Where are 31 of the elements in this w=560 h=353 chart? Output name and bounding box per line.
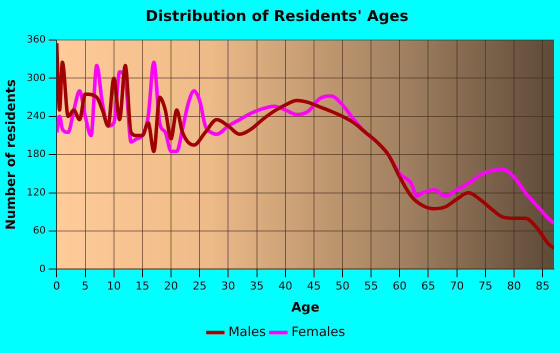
y-tick-label: 60 <box>32 226 46 237</box>
y-tick-label: 120 <box>26 187 46 198</box>
x-tick-label: 40 <box>278 280 292 293</box>
y-tick-label: 240 <box>26 110 46 122</box>
x-tick-label: 80 <box>506 280 521 293</box>
x-tick-label: 25 <box>192 280 207 293</box>
y-tick-label: 0 <box>39 264 46 275</box>
y-tick-label: 300 <box>26 72 46 84</box>
x-tick-label: 75 <box>478 280 492 293</box>
y-axis-title: Number of residents <box>4 79 20 230</box>
x-tick-label: 55 <box>364 280 378 293</box>
legend-label: Males <box>228 324 266 340</box>
x-axis-title: Age <box>291 300 320 316</box>
x-tick-label: 20 <box>164 280 178 293</box>
x-tick-label: 45 <box>306 280 321 293</box>
x-tick-label: 85 <box>536 280 550 293</box>
chart-title: Distribution of Residents' Ages <box>146 6 409 25</box>
x-tick-label: 60 <box>392 280 407 293</box>
legend-label: Females <box>291 324 346 340</box>
x-tick-label: 70 <box>450 280 464 293</box>
y-tick-label: 360 <box>26 34 46 46</box>
x-tick-label: 15 <box>135 280 150 293</box>
y-tick-label: 180 <box>26 149 46 160</box>
x-tick-label: 30 <box>221 280 236 293</box>
line-series <box>56 41 554 250</box>
x-tick-label: 5 <box>82 280 89 293</box>
x-tick-label: 10 <box>106 280 121 293</box>
x-tick-label: 35 <box>250 280 264 293</box>
x-tick-label: 0 <box>53 280 60 293</box>
x-tick-label: 50 <box>336 280 350 293</box>
x-tick-label: 65 <box>421 280 436 293</box>
